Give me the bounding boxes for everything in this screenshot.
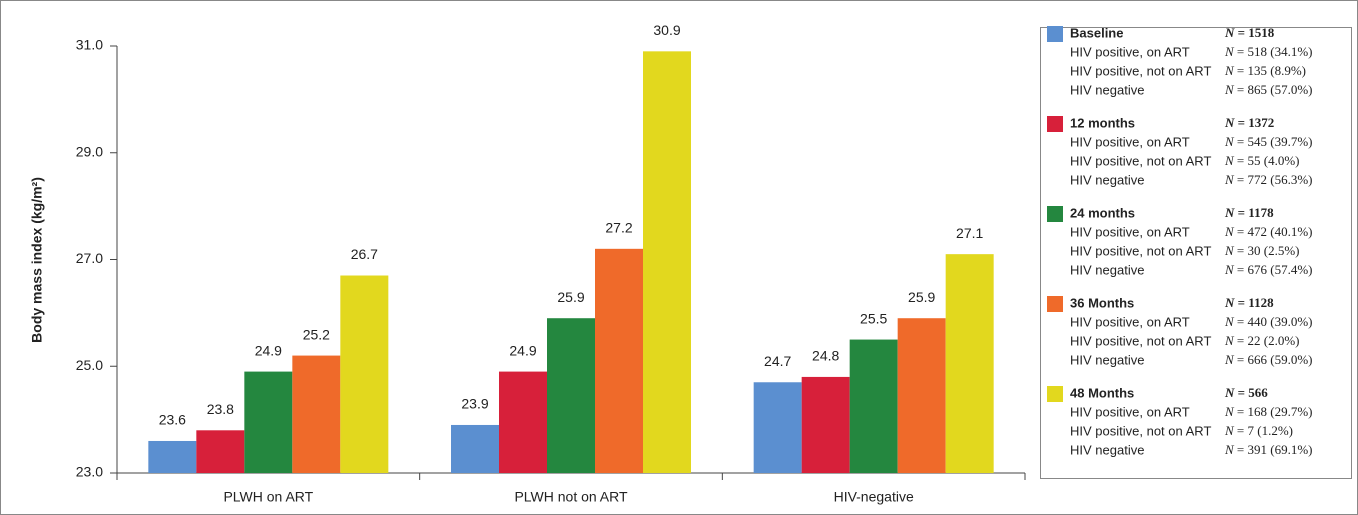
legend-label: 12 months xyxy=(1070,115,1135,130)
legend-label: 24 months xyxy=(1070,205,1135,220)
data-label: 30.9 xyxy=(653,22,680,38)
data-label: 25.2 xyxy=(303,326,330,342)
legend-total: N = 1372 xyxy=(1224,115,1274,130)
data-label: 27.1 xyxy=(956,225,983,241)
data-label: 27.2 xyxy=(605,220,632,236)
data-label: 23.8 xyxy=(207,401,234,417)
bar xyxy=(340,275,389,473)
legend-swatch xyxy=(1047,26,1063,42)
legend-swatch xyxy=(1047,386,1063,402)
legend-row-n: N = 676 (57.4%) xyxy=(1224,262,1313,277)
legend-row-n: N = 135 (8.9%) xyxy=(1224,63,1306,78)
legend-row-label: HIV positive, not on ART xyxy=(1070,243,1211,258)
y-axis-label: Body mass index (kg/m²) xyxy=(29,177,45,343)
bar xyxy=(945,254,994,473)
legend-row-n: N = 545 (39.7%) xyxy=(1224,134,1313,149)
data-label: 24.8 xyxy=(812,348,839,364)
legend-row-label: HIV positive, not on ART xyxy=(1070,63,1211,78)
legend-swatch xyxy=(1047,116,1063,132)
legend-row-n: N = 168 (29.7%) xyxy=(1224,404,1313,419)
legend-label: Baseline xyxy=(1070,25,1123,40)
legend-label: 48 Months xyxy=(1070,385,1134,400)
legend-label: 36 Months xyxy=(1070,295,1134,310)
legend-row-label: HIV negative xyxy=(1070,262,1144,277)
x-tick-label: PLWH on ART xyxy=(223,489,313,505)
data-label: 23.6 xyxy=(159,412,186,428)
y-tick-label: 27.0 xyxy=(76,250,103,266)
legend-row-label: HIV positive, not on ART xyxy=(1070,153,1211,168)
y-tick-label: 31.0 xyxy=(76,37,103,53)
data-label: 23.9 xyxy=(461,396,488,412)
bar xyxy=(292,355,341,473)
legend-total: N = 1128 xyxy=(1224,295,1274,310)
data-label: 24.9 xyxy=(255,342,282,358)
legend-row-label: HIV negative xyxy=(1070,172,1144,187)
legend-row-label: HIV negative xyxy=(1070,352,1144,367)
bar xyxy=(196,430,245,473)
data-label: 25.9 xyxy=(557,289,584,305)
bar xyxy=(499,371,547,473)
bar xyxy=(451,424,499,473)
legend-swatch xyxy=(1047,296,1063,312)
data-label: 24.7 xyxy=(764,353,791,369)
legend-box xyxy=(1040,27,1352,479)
data-label: 24.9 xyxy=(509,342,536,358)
legend-row-label: HIV negative xyxy=(1070,442,1144,457)
legend-total: N = 1178 xyxy=(1224,205,1274,220)
bar xyxy=(753,382,802,473)
bar xyxy=(849,339,898,473)
bar xyxy=(801,376,850,473)
legend-row-label: HIV positive, not on ART xyxy=(1070,333,1211,348)
legend-total: N = 1518 xyxy=(1224,25,1275,40)
x-tick-label: PLWH not on ART xyxy=(514,489,628,505)
x-tick-label: HIV-negative xyxy=(834,489,914,505)
y-tick-label: 23.0 xyxy=(76,464,103,480)
bar xyxy=(244,371,293,473)
bar xyxy=(643,51,691,474)
legend-swatch xyxy=(1047,206,1063,222)
legend-row-n: N = 772 (56.3%) xyxy=(1224,172,1313,187)
legend-row-label: HIV positive, on ART xyxy=(1070,314,1190,329)
legend-row-n: N = 55 (4.0%) xyxy=(1224,153,1300,168)
legend-row-n: N = 440 (39.0%) xyxy=(1224,314,1313,329)
bar xyxy=(547,318,595,473)
legend-row-n: N = 7 (1.2%) xyxy=(1224,423,1293,438)
legend-row-label: HIV positive, on ART xyxy=(1070,44,1190,59)
data-label: 25.9 xyxy=(908,289,935,305)
y-tick-label: 29.0 xyxy=(76,143,103,159)
legend-row-n: N = 865 (57.0%) xyxy=(1224,82,1313,97)
legend-row-label: HIV positive, on ART xyxy=(1070,224,1190,239)
legend-row-label: HIV positive, on ART xyxy=(1070,404,1190,419)
data-label: 26.7 xyxy=(351,246,378,262)
legend-row-n: N = 30 (2.5%) xyxy=(1224,243,1300,258)
legend-row-n: N = 518 (34.1%) xyxy=(1224,44,1313,59)
legend-row-n: N = 472 (40.1%) xyxy=(1224,224,1313,239)
y-tick-label: 25.0 xyxy=(76,357,103,373)
bar xyxy=(897,318,946,473)
legend-row-n: N = 391 (69.1%) xyxy=(1224,442,1313,457)
legend-row-n: N = 22 (2.0%) xyxy=(1224,333,1300,348)
bar xyxy=(148,440,197,473)
legend-row-n: N = 666 (59.0%) xyxy=(1224,352,1313,367)
bar xyxy=(595,248,643,473)
legend-row-label: HIV positive, not on ART xyxy=(1070,423,1211,438)
legend-row-label: HIV negative xyxy=(1070,82,1144,97)
legend-row-label: HIV positive, on ART xyxy=(1070,134,1190,149)
legend-total: N = 566 xyxy=(1224,385,1268,400)
data-label: 25.5 xyxy=(860,310,887,326)
